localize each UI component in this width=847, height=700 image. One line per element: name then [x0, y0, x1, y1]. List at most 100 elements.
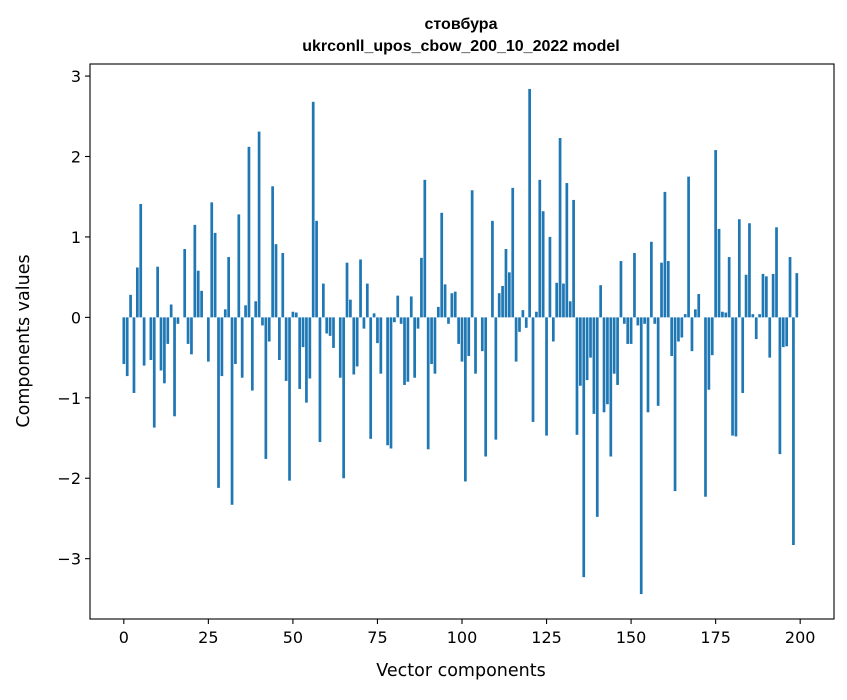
bar-107 — [484, 317, 488, 457]
bar-129 — [558, 138, 562, 318]
bar-103 — [470, 190, 474, 318]
bar-162 — [670, 317, 674, 356]
bar-46 — [278, 317, 281, 360]
bar-39 — [254, 301, 258, 318]
bar-57 — [315, 220, 318, 318]
bar-154 — [643, 317, 646, 324]
bar-65 — [342, 317, 345, 479]
bar-166 — [683, 314, 687, 318]
bar-142 — [602, 317, 606, 413]
bar-124 — [541, 211, 545, 318]
bar-196 — [785, 317, 789, 347]
bar-38 — [250, 317, 254, 391]
bar-156 — [650, 241, 653, 318]
bar-74 — [372, 313, 376, 318]
bar-49 — [288, 317, 291, 481]
bar-series — [122, 88, 799, 595]
bar-163 — [673, 317, 677, 492]
bar-165 — [680, 317, 684, 338]
bar-184 — [744, 274, 748, 318]
bar-50 — [291, 311, 295, 318]
bar-26 — [210, 202, 214, 318]
bar-132 — [568, 301, 572, 318]
bar-83 — [403, 317, 406, 385]
x-tick-label-5: 125 — [531, 628, 562, 647]
bar-153 — [639, 317, 643, 595]
bar-189 — [761, 273, 765, 318]
bar-114 — [507, 272, 511, 318]
bar-109 — [491, 220, 494, 318]
bar-64 — [338, 317, 342, 378]
bar-193 — [775, 227, 778, 318]
bar-47 — [281, 253, 285, 318]
bar-67 — [349, 299, 352, 318]
bar-33 — [234, 317, 237, 365]
bar-29 — [220, 317, 224, 377]
bar-140 — [595, 317, 599, 517]
bar-41 — [261, 317, 264, 326]
y-tick-label-0: −3 — [57, 550, 81, 569]
bar-13 — [166, 317, 170, 344]
bar-19 — [186, 317, 190, 344]
x-tick-label-8: 200 — [785, 628, 816, 647]
bar-81 — [396, 295, 400, 318]
bar-185 — [748, 223, 751, 318]
bar-127 — [551, 317, 555, 342]
bar-148 — [622, 317, 626, 324]
bar-175 — [714, 150, 717, 318]
bar-21 — [193, 224, 197, 318]
bar-4 — [135, 267, 139, 318]
bar-79 — [389, 317, 393, 449]
bar-120 — [528, 88, 531, 318]
bar-95 — [443, 284, 447, 318]
y-tick-label-6: 3 — [71, 67, 81, 86]
bar-139 — [592, 317, 596, 414]
bar-42 — [264, 317, 268, 459]
bar-160 — [663, 191, 667, 318]
bar-119 — [524, 317, 528, 328]
bar-164 — [677, 317, 680, 342]
bar-126 — [548, 236, 552, 318]
bar-170 — [697, 294, 701, 318]
bar-43 — [267, 317, 271, 342]
bar-116 — [514, 317, 518, 362]
bar-48 — [284, 317, 288, 381]
bar-115 — [511, 187, 515, 318]
bar-121 — [531, 317, 535, 422]
bar-82 — [399, 317, 403, 324]
bar-118 — [521, 310, 525, 318]
bar-186 — [751, 314, 755, 318]
y-tick-label-2: −1 — [57, 389, 81, 408]
bar-51 — [294, 312, 298, 318]
bar-112 — [501, 286, 504, 318]
bar-59 — [321, 283, 325, 318]
x-tick-label-2: 50 — [283, 628, 303, 647]
bar-3 — [132, 317, 136, 393]
bar-28 — [217, 317, 220, 488]
bar-25 — [207, 317, 210, 362]
bar-34 — [237, 214, 241, 318]
bar-106 — [480, 317, 484, 352]
bar-55 — [308, 317, 312, 379]
y-axis-label: Components values — [14, 254, 34, 427]
x-tick-label-1: 25 — [198, 628, 218, 647]
bar-8 — [149, 317, 153, 360]
bar-61 — [328, 317, 332, 336]
bar-72 — [365, 283, 369, 318]
bar-195 — [781, 317, 785, 348]
bar-197 — [788, 257, 792, 318]
bar-128 — [555, 282, 559, 318]
bar-138 — [589, 317, 592, 358]
bar-54 — [305, 317, 308, 403]
bar-169 — [693, 309, 697, 318]
bar-158 — [656, 317, 660, 406]
bar-145 — [612, 317, 616, 374]
bar-172 — [704, 317, 707, 497]
bar-137 — [585, 317, 589, 381]
bar-87 — [416, 317, 420, 329]
bar-91 — [430, 317, 433, 365]
bar-122 — [535, 311, 538, 318]
bar-178 — [724, 312, 728, 318]
